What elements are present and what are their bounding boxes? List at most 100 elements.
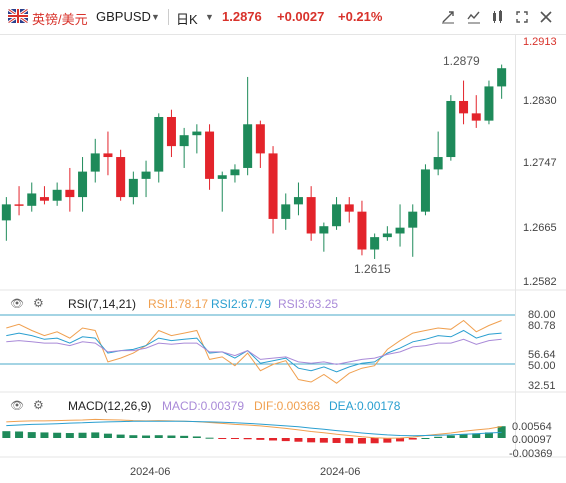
dea-value: DEA:0.00178 <box>329 399 401 413</box>
rsi-line-rsi2 <box>6 329 502 373</box>
price-change-percent: +0.21% <box>338 9 383 24</box>
candle-body <box>484 86 494 121</box>
pair-symbol[interactable]: GBPUSD <box>96 9 151 24</box>
high-annotation: 1.2879 <box>443 54 480 68</box>
candle-body <box>471 113 481 121</box>
macd-bar <box>396 438 405 442</box>
macd-bar <box>408 438 417 440</box>
macd-bar <box>472 433 481 438</box>
candle-body <box>166 116 176 147</box>
candle-body <box>433 157 443 170</box>
candle-body <box>344 204 354 212</box>
candle-body <box>243 124 253 168</box>
macd-bar <box>142 435 151 438</box>
candle-body <box>319 226 329 234</box>
macd-bar <box>446 435 455 438</box>
macd-line-dif <box>6 418 502 439</box>
candle-body <box>78 171 88 198</box>
rsi-axis-label: 32.51 <box>528 380 556 392</box>
macd-bar <box>91 432 100 438</box>
chevron-down-icon[interactable]: ▼ <box>151 12 160 22</box>
candle-body <box>357 211 367 250</box>
macd-value: MACD:0.00379 <box>162 399 245 413</box>
candle-body <box>192 131 202 136</box>
last-price: 1.2876 <box>222 9 262 24</box>
dif-value: DIF:0.00368 <box>254 399 321 413</box>
divider <box>168 9 169 25</box>
candle-body <box>268 153 278 219</box>
macd-bar <box>332 438 341 443</box>
close-icon[interactable] <box>538 10 554 26</box>
price-axis-label: 1.2747 <box>523 157 557 169</box>
macd-bar <box>192 436 201 438</box>
candle-body <box>65 189 75 198</box>
macd-bar <box>205 437 214 439</box>
candle-body <box>281 204 291 219</box>
macd-bar <box>421 438 430 439</box>
gear-icon[interactable]: ⚙ <box>33 398 44 412</box>
low-annotation: 1.2615 <box>354 262 391 276</box>
macd-title: MACD(12,26,9) <box>68 399 152 413</box>
eye-icon[interactable]: 👁 <box>10 298 24 310</box>
macd-bar <box>497 426 506 438</box>
candle-body <box>128 178 138 198</box>
price-axis-label: 1.2665 <box>523 222 557 234</box>
candle-body <box>408 211 418 228</box>
macd-axis-label: 0.00564 <box>512 421 552 433</box>
candle-body <box>446 100 456 158</box>
candle-body <box>14 204 24 206</box>
uk-flag-icon <box>8 9 28 23</box>
candle-body <box>255 124 265 154</box>
rsi-axis-label: 80.78 <box>528 320 556 332</box>
macd-bar <box>53 432 62 438</box>
candle-body <box>90 153 100 172</box>
candle-body <box>420 169 430 212</box>
candle-body <box>459 100 469 114</box>
eye-icon[interactable]: 👁 <box>10 400 24 412</box>
candlestick-chart[interactable] <box>0 34 566 483</box>
price-change: +0.0027 <box>277 9 325 24</box>
candle-body <box>370 237 380 250</box>
macd-bar <box>40 432 49 438</box>
macd-bar <box>230 438 239 439</box>
candle-body <box>306 197 316 234</box>
macd-bar <box>281 438 290 442</box>
rsi-axis-label: 56.64 <box>528 349 556 361</box>
indicator-icon[interactable] <box>466 10 482 26</box>
candle-body <box>141 171 151 179</box>
macd-bar <box>269 438 278 441</box>
x-axis-label: 2024-06 <box>320 466 361 478</box>
rsi2-value: RSI2:67.79 <box>211 297 272 311</box>
macd-bar <box>78 432 87 438</box>
candle-body <box>27 193 37 206</box>
x-axis-label: 2024-06 <box>130 466 171 478</box>
macd-bar <box>307 438 316 443</box>
candle-body <box>293 197 303 205</box>
pair-name-cn[interactable]: 英镑/美元 <box>32 12 88 27</box>
period-selector[interactable]: 日K <box>176 12 198 27</box>
chart-header: 英镑/美元 GBPUSD ▼ 日K ▼ 1.2876 +0.0027 +0.21… <box>0 0 566 34</box>
macd-bar <box>357 438 366 444</box>
gear-icon[interactable]: ⚙ <box>33 296 44 310</box>
chevron-down-icon[interactable]: ▼ <box>205 12 214 22</box>
macd-bar <box>154 435 163 438</box>
fullscreen-icon[interactable] <box>514 10 530 26</box>
macd-axis-label: 0.00097 <box>512 434 552 446</box>
candle-body <box>332 204 342 227</box>
draw-icon[interactable] <box>440 10 456 26</box>
price-axis-label: 1.2830 <box>523 95 557 107</box>
candle-body <box>205 131 215 179</box>
macd-bar <box>243 438 252 440</box>
macd-bar <box>65 433 74 438</box>
macd-line-dea <box>6 420 502 437</box>
price-axis-label: 1.2913 <box>523 36 557 48</box>
macd-bar <box>370 438 379 444</box>
macd-bar <box>103 433 112 438</box>
macd-bar <box>180 435 189 438</box>
rsi-axis-label: 80.00 <box>528 309 556 321</box>
candle-body <box>179 135 189 147</box>
macd-bar <box>218 438 227 439</box>
macd-bar <box>167 435 176 438</box>
candle-body <box>382 233 392 238</box>
tools-icon[interactable] <box>490 10 506 26</box>
